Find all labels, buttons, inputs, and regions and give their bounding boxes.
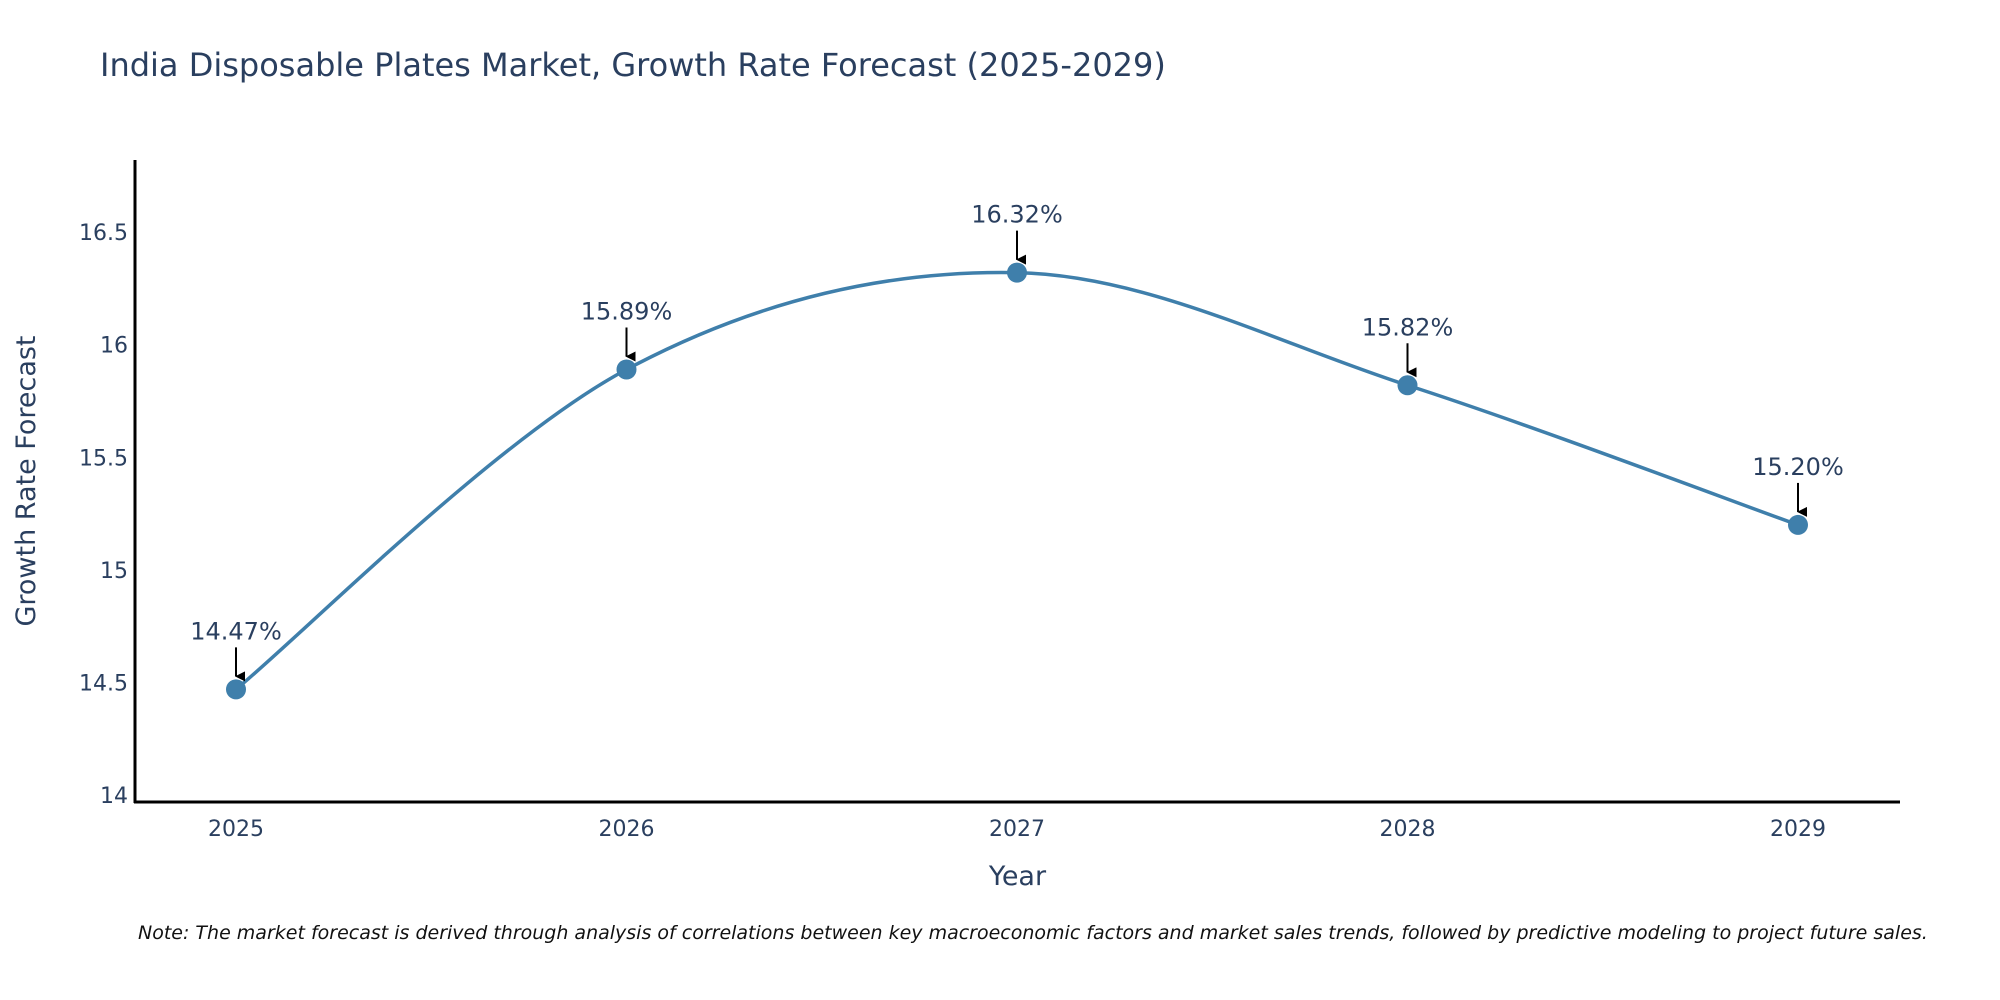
x-tick-label: 2025 xyxy=(208,817,264,842)
data-point[interactable] xyxy=(1788,514,1808,535)
data-label: 15.89% xyxy=(581,297,673,325)
annotations: 14.47% 15.89% 16.32% 15.82% 15.20% xyxy=(190,201,1844,682)
x-tick-label: 2029 xyxy=(1770,817,1826,842)
y-tick-label: 14.5 xyxy=(79,672,128,697)
y-tick-label: 15 xyxy=(100,559,128,584)
data-label: 16.32% xyxy=(971,201,1063,229)
x-tick-label: 2026 xyxy=(599,817,655,842)
x-tick-label: 2028 xyxy=(1380,817,1436,842)
series-line xyxy=(234,270,1799,691)
data-label: 15.82% xyxy=(1362,313,1454,341)
tick-labels: 14 14.5 15 15.5 16 16.5 2025 2026 2027 2028 2029 xyxy=(79,221,1826,842)
axes xyxy=(133,160,1900,804)
data-label: 15.20% xyxy=(1752,453,1844,481)
y-tick-label: 14 xyxy=(100,784,128,809)
x-axis-title: Year xyxy=(988,861,1047,892)
series-layer xyxy=(226,262,1808,700)
y-tick-label: 16.5 xyxy=(79,221,128,246)
y-axis-title: Growth Rate Forecast xyxy=(11,335,42,626)
x-tick-label: 2027 xyxy=(989,817,1045,842)
data-point[interactable] xyxy=(616,359,637,380)
y-tick-label: 15.5 xyxy=(79,446,128,471)
data-point[interactable] xyxy=(226,679,246,700)
data-point[interactable] xyxy=(1007,262,1027,283)
y-tick-label: 16 xyxy=(100,334,128,359)
data-label: 14.47% xyxy=(190,617,282,645)
data-point[interactable] xyxy=(1397,375,1418,396)
chart-title: India Disposable Plates Market, Growth R… xyxy=(100,46,1166,84)
chart-note: Note: The market forecast is derived thr… xyxy=(138,922,1928,944)
